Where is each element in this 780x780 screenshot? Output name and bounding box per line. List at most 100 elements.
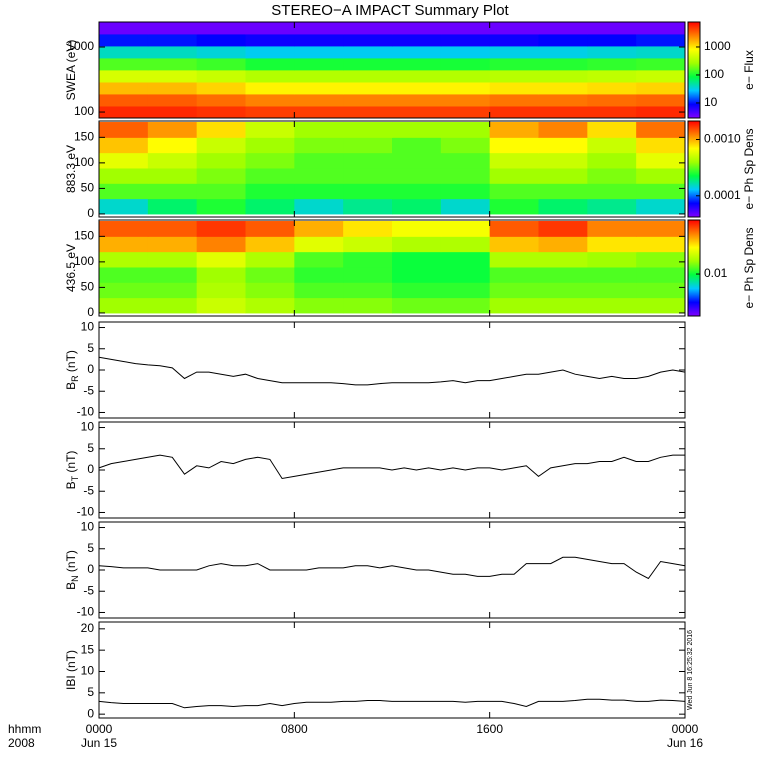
heatmap-cell [636,93,686,107]
heatmap-cell [147,57,198,71]
heatmap-cell [587,57,637,71]
y-axis-label: SWEA (eV) [64,40,78,101]
heatmap-cell [147,22,198,35]
heatmap-cell [587,93,637,107]
y-tick-label: -10 [77,505,95,519]
heatmap-cell [196,81,246,95]
heatmap-cell [636,266,686,283]
colorbar-label: e− Ph Sp Dens [742,128,756,209]
heatmap-cell [489,251,539,268]
heatmap-cell [196,198,246,215]
x-tick-label: 1600 [476,722,503,736]
heatmap-cell [196,93,246,107]
heatmap-cell [245,266,295,283]
heatmap-cell [636,45,686,59]
heatmap-cell [99,221,149,237]
panel-frame [98,21,686,119]
heatmap-cell [147,297,198,314]
heatmap-cell [245,297,295,314]
row-label: 2008 [8,736,35,750]
heatmap-cell [99,297,149,314]
heatmap-cell [99,183,149,200]
heatmap-cell [343,93,393,107]
heatmap-cell [294,282,344,299]
heatmap-cell [343,57,393,71]
heatmap-cell [392,251,442,268]
heatmap-cell [343,81,393,95]
heatmap-cell [440,221,491,237]
colorbar [687,120,701,218]
y-axis-label: IBI (nT) [64,650,78,690]
heatmap-cell [538,152,588,169]
heatmap-cell [392,57,442,71]
heatmap-cell [587,282,637,299]
y-tick-label: -5 [83,483,94,497]
heatmap-cell [343,183,393,200]
y-tick-label: 100 [74,104,94,118]
heatmap-cell [489,221,539,237]
heatmap-cell [489,93,539,107]
heatmap-cell [587,69,637,83]
heatmap-cell [636,282,686,299]
heatmap-cell [245,57,295,71]
heatmap-cell [636,81,686,95]
heatmap-cell [392,122,442,138]
heatmap-cell [636,137,686,154]
heatmap-cell [489,198,539,215]
x-tick-label: 0000 [672,722,699,736]
y-axis-label-part: B [64,481,78,489]
heatmap-cell [147,45,198,59]
heatmap-cell [392,221,442,237]
heatmap-cell [538,93,588,107]
row-label: hhmm [8,722,41,736]
heatmap-cell [440,57,491,71]
heatmap-cell [99,45,149,59]
heatmap-cell [392,81,442,95]
colorbar [687,219,701,317]
heatmap-cell [392,137,442,154]
heatmap-cell [538,198,588,215]
heatmap-cell [147,167,198,184]
heatmap-cell [440,297,491,314]
y-tick-label: 1000 [67,39,94,53]
colorbar-tick-label: 100 [704,67,724,81]
heatmap-cell [489,57,539,71]
heatmap-cell [440,198,491,215]
heatmap-cell [245,93,295,107]
heatmap-cell [294,266,344,283]
heatmap-cell [99,69,149,83]
heatmap-cell [245,198,295,215]
heatmap-cell [587,152,637,169]
heatmap-cell [392,22,442,35]
heatmap-cell [99,167,149,184]
heatmap-cell [392,105,442,119]
heatmap-cell [343,221,393,237]
y-axis-label: BT (nT) [64,451,80,490]
heatmap-cell [196,57,246,71]
y-tick-label: 100 [74,155,94,169]
heatmap-cell [440,33,491,47]
heatmap-cell [343,33,393,47]
colorbar-tick-label: 0.0010 [704,132,741,146]
heatmap-cell [538,33,588,47]
heatmap-cell [636,198,686,215]
heatmap-cell [587,122,637,138]
heatmap-cell [440,105,491,119]
heatmap-cell [392,69,442,83]
heatmap-cell [440,137,491,154]
heatmap-cell [147,93,198,107]
heatmap-cell [587,81,637,95]
heatmap-cell [636,33,686,47]
heatmap-cell [147,137,198,154]
y-tick-label: -5 [83,383,94,397]
heatmap-cell [99,93,149,107]
heatmap-cell [489,122,539,138]
heatmap-cell [392,152,442,169]
line [98,698,686,709]
heatmap-cell [440,45,491,59]
heatmap-cell [245,45,295,59]
heatmap-cell [538,122,588,138]
heatmap-cell [392,266,442,283]
heatmap-cell [245,105,295,119]
heatmap-cell [147,33,198,47]
